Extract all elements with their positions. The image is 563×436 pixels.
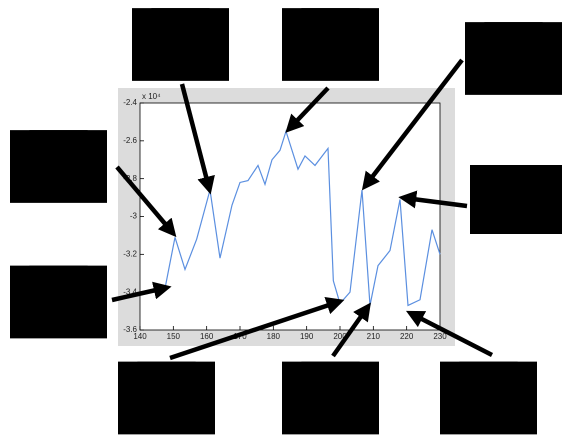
- photo: [118, 362, 215, 435]
- y-tick-label: -3.2: [123, 249, 137, 258]
- photo: [282, 362, 379, 435]
- x-tick-label: 160: [200, 332, 214, 341]
- photo: [132, 8, 229, 81]
- photo: [465, 22, 562, 95]
- x-tick-label: 210: [367, 332, 381, 341]
- photo: [10, 130, 107, 203]
- x-tick-label: 180: [267, 332, 281, 341]
- photo: [282, 8, 379, 81]
- plot-area: [140, 103, 440, 330]
- y-tick-label: -2.4: [123, 98, 137, 107]
- x-tick-label: 140: [133, 332, 147, 341]
- photo: [440, 362, 537, 435]
- x-tick-label: 150: [167, 332, 181, 341]
- exponent-label: x 10⁴: [142, 92, 161, 101]
- photo: [10, 266, 107, 339]
- y-tick-label: -2.6: [123, 136, 137, 145]
- photo: [470, 165, 562, 234]
- y-tick-label: -3: [130, 212, 138, 221]
- figure: x 10⁴ -2.4-2.6-2.8-3-3.2-3.4-3.614015016…: [0, 0, 563, 436]
- x-tick-label: 190: [300, 332, 314, 341]
- x-tick-label: 220: [400, 332, 414, 341]
